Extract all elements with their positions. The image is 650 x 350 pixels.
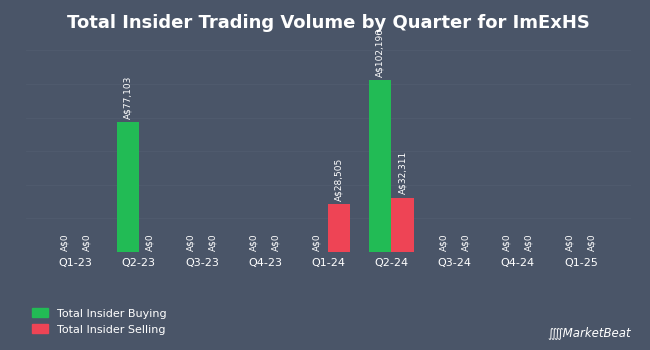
Text: A$102,196: A$102,196 xyxy=(376,28,385,77)
Text: A$32,311: A$32,311 xyxy=(398,151,407,194)
Bar xyxy=(369,80,391,252)
Bar xyxy=(328,204,350,252)
Legend: Total Insider Buying, Total Insider Selling: Total Insider Buying, Total Insider Sell… xyxy=(32,308,167,335)
Title: Total Insider Trading Volume by Quarter for ImExHS: Total Insider Trading Volume by Quarter … xyxy=(67,14,590,32)
Text: A$0: A$0 xyxy=(588,233,597,251)
Bar xyxy=(116,122,138,252)
Text: A$0: A$0 xyxy=(461,233,470,251)
Text: A$77,103: A$77,103 xyxy=(124,76,132,119)
Text: A$0: A$0 xyxy=(209,233,218,251)
Text: A$0: A$0 xyxy=(502,233,511,251)
Text: A$28,505: A$28,505 xyxy=(335,158,344,201)
Text: A$0: A$0 xyxy=(525,233,533,251)
Text: ⨌MarketBeat: ⨌MarketBeat xyxy=(547,327,630,340)
Text: A$0: A$0 xyxy=(187,233,196,251)
Text: A$0: A$0 xyxy=(250,233,259,251)
Text: A$0: A$0 xyxy=(566,233,575,251)
Text: A$0: A$0 xyxy=(60,233,69,251)
Text: A$0: A$0 xyxy=(439,233,448,251)
Text: A$0: A$0 xyxy=(82,233,91,251)
Bar xyxy=(391,198,413,252)
Text: A$0: A$0 xyxy=(272,233,281,251)
Text: A$0: A$0 xyxy=(146,233,154,251)
Text: A$0: A$0 xyxy=(313,233,322,251)
